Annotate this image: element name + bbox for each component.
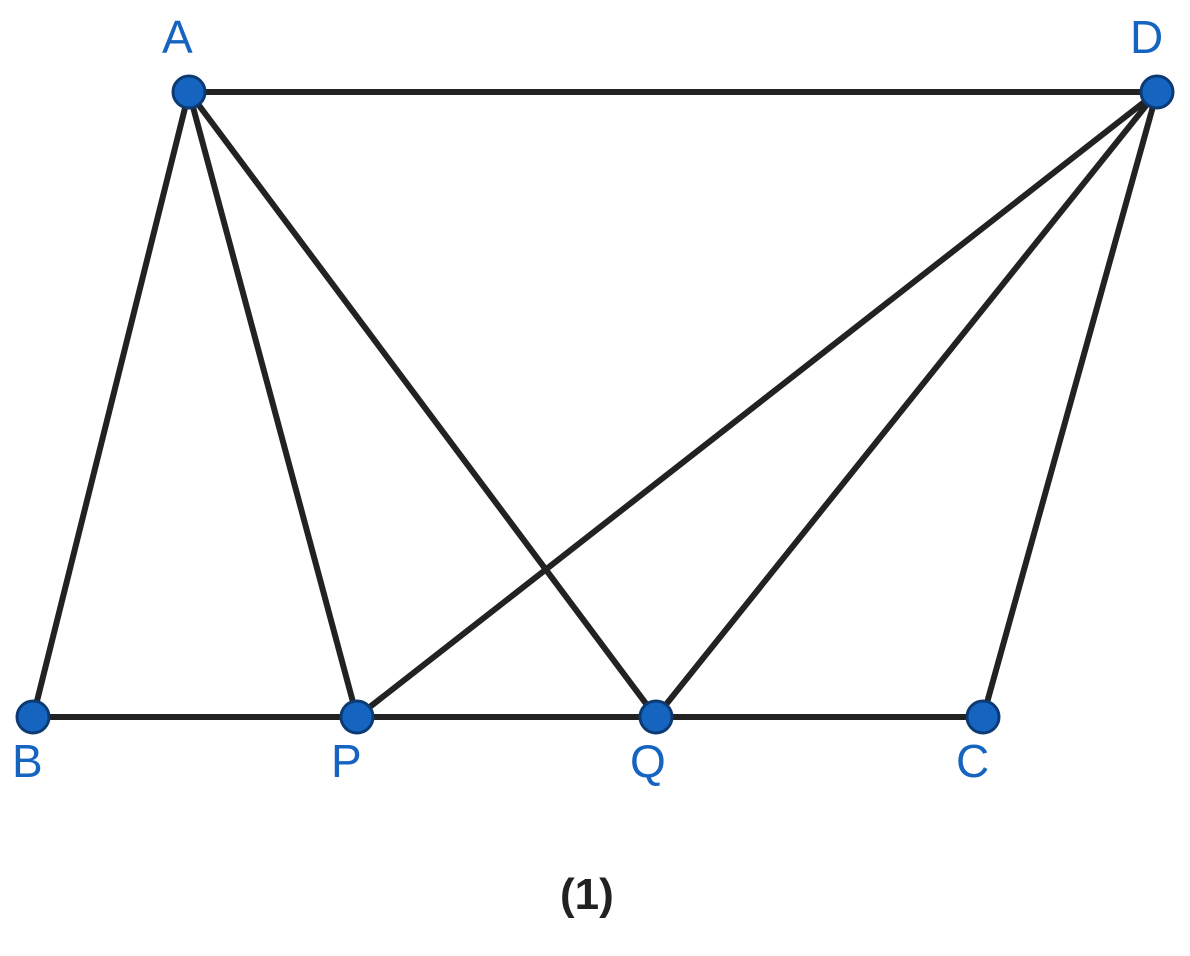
label-B: B (12, 734, 43, 788)
edge-A-B (33, 92, 189, 717)
edge-D-Q (656, 92, 1157, 717)
node-C (967, 701, 999, 733)
geometry-diagram: A D B P Q C (1) (0, 0, 1190, 956)
node-D (1141, 76, 1173, 108)
label-P: P (331, 734, 362, 788)
edge-A-P (189, 92, 357, 717)
edge-D-C (983, 92, 1157, 717)
label-A: A (162, 10, 193, 64)
diagram-svg (0, 0, 1190, 956)
node-P (341, 701, 373, 733)
node-Q (640, 701, 672, 733)
edge-D-P (357, 92, 1157, 717)
node-B (17, 701, 49, 733)
edge-A-Q (189, 92, 656, 717)
node-A (173, 76, 205, 108)
label-C: C (956, 734, 989, 788)
label-D: D (1130, 10, 1163, 64)
diagram-caption: (1) (560, 870, 614, 920)
label-Q: Q (630, 734, 666, 788)
